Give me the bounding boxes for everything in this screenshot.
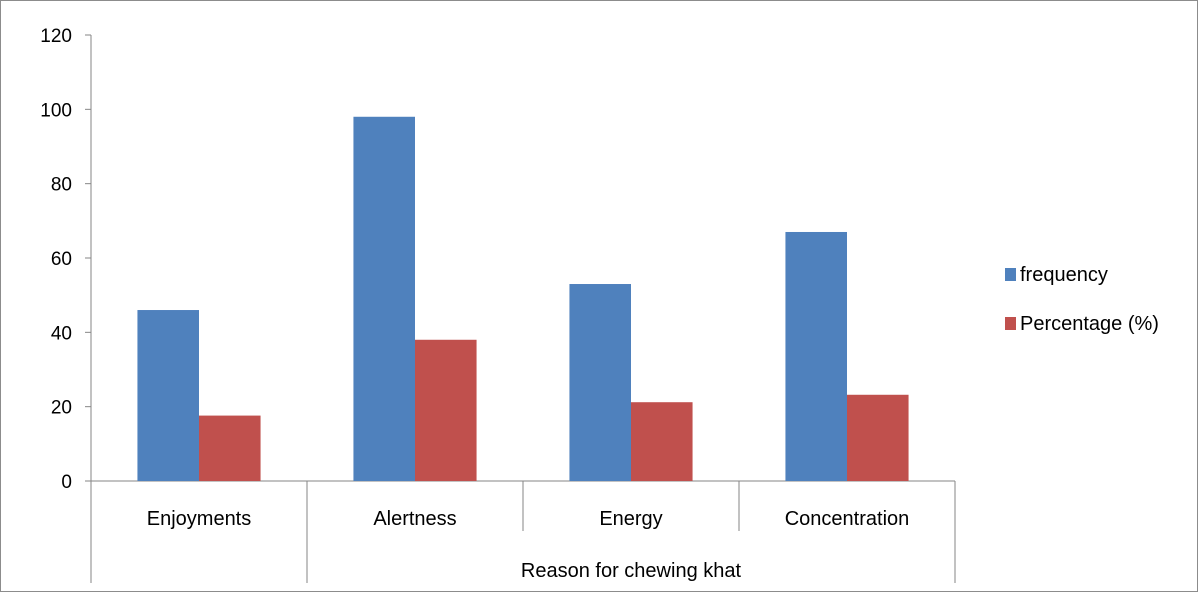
bar-frequency-energy [569, 284, 631, 481]
y-tick-label: 20 [51, 398, 72, 419]
legend-label: Percentage (%) [1020, 313, 1159, 335]
legend-swatch [1005, 268, 1016, 281]
bar-frequency-concentration [785, 231, 847, 481]
x-category-label: Concentration [785, 508, 910, 530]
x-category-label: Alertness [373, 508, 456, 530]
bar-frequency-enjoyments [137, 310, 199, 481]
bar-frequency-alertness [353, 116, 415, 482]
y-tick-label: 100 [40, 100, 72, 121]
y-tick-label: 60 [51, 249, 72, 270]
y-tick-label: 40 [51, 323, 72, 344]
bar-percentage-alertness [415, 339, 477, 481]
bar-percentage-energy [631, 402, 693, 481]
y-tick-label: 80 [51, 175, 72, 196]
y-tick-label: 0 [61, 472, 72, 493]
x-category-label: Enjoyments [147, 508, 252, 530]
bar-percentage-enjoyments [199, 415, 261, 481]
legend-swatch [1005, 317, 1016, 330]
x-axis-title: Reason for chewing khat [521, 560, 742, 582]
bar-percentage-concentration [847, 394, 909, 481]
y-tick-label: 120 [40, 26, 72, 47]
legend-label: frequency [1020, 264, 1108, 286]
x-category-label: Energy [599, 508, 662, 530]
